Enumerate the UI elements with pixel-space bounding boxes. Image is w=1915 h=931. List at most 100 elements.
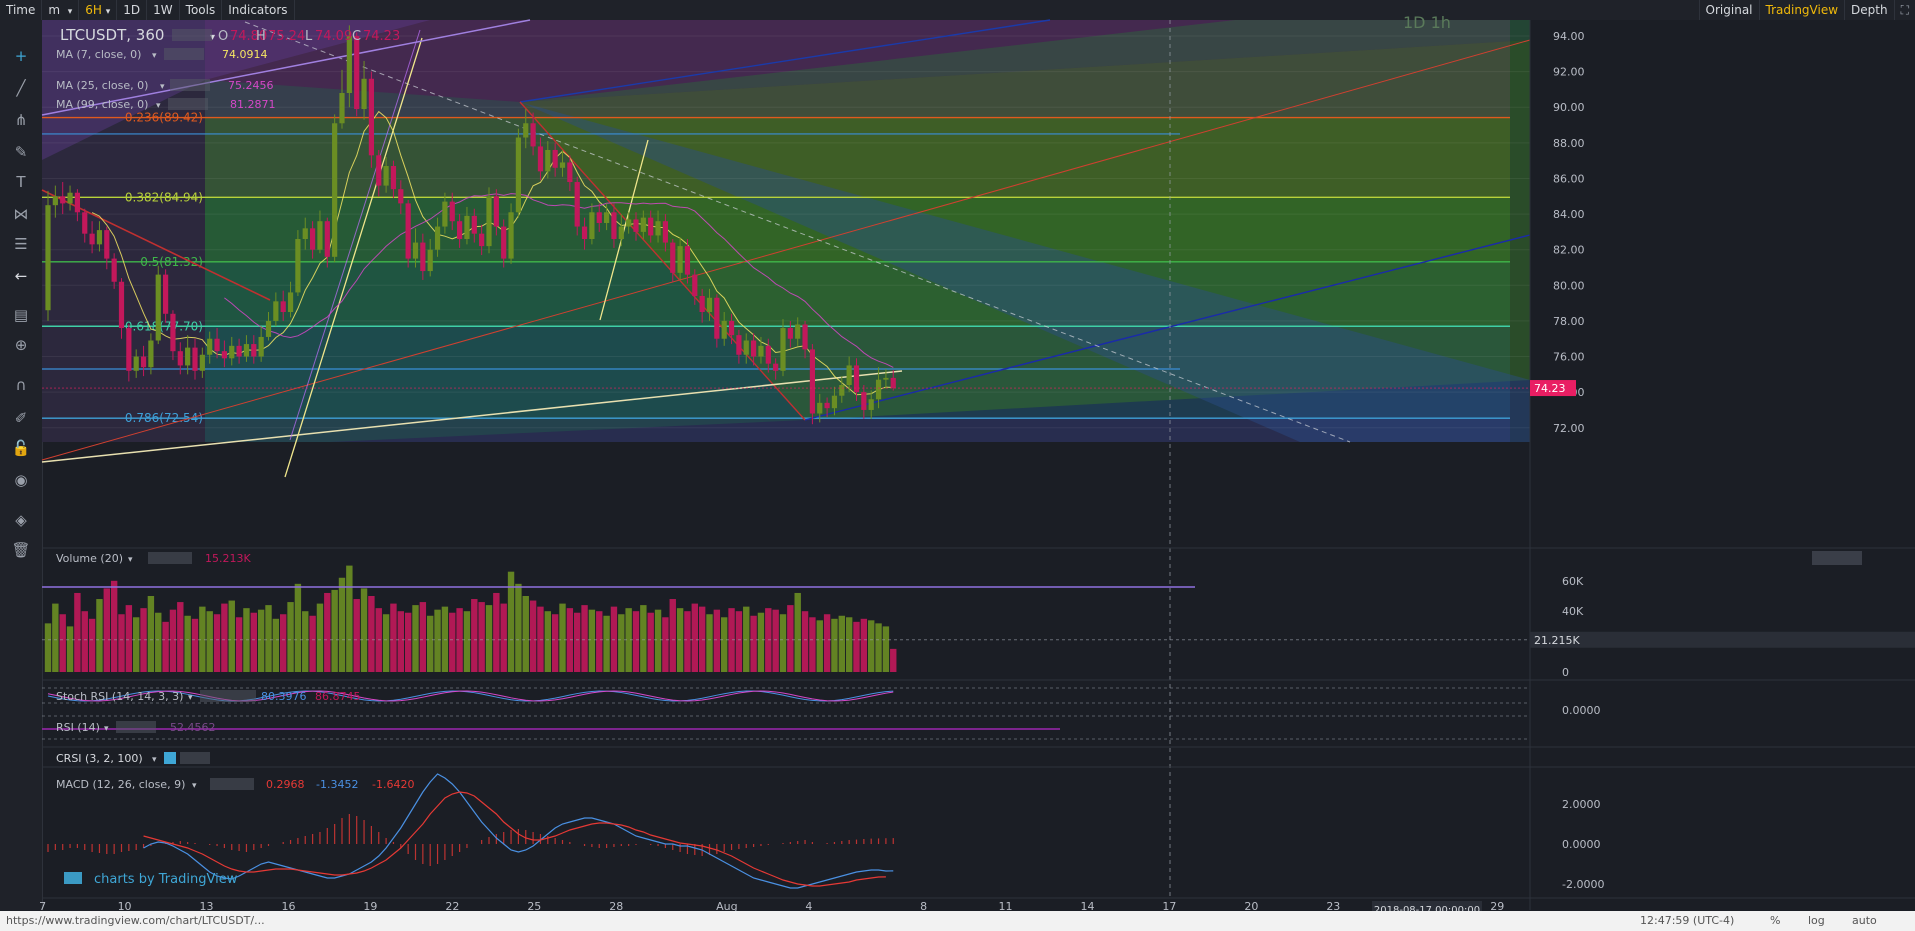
rsi-legend: RSI (14) xyxy=(56,721,100,734)
volume-bar xyxy=(191,618,199,672)
zoom-percent-button[interactable]: % xyxy=(1770,914,1781,927)
legend-controls xyxy=(168,98,208,110)
time-button[interactable]: Time xyxy=(0,0,43,20)
fib-icon[interactable]: ☰ xyxy=(14,235,28,253)
x-tick-label: 28 xyxy=(609,900,623,913)
trend-line-icon[interactable]: ╱ xyxy=(16,79,26,97)
layers-icon[interactable]: ◈ xyxy=(15,511,27,529)
support-line xyxy=(41,370,903,463)
stoch-d-line xyxy=(47,690,894,702)
back-arrow-icon[interactable]: ← xyxy=(14,267,28,285)
candle-body xyxy=(464,215,470,240)
volume-bar xyxy=(221,603,228,672)
candle-body xyxy=(589,212,595,240)
price-tick-label: 84.00 xyxy=(1553,208,1585,221)
legend-controls xyxy=(210,778,254,790)
crosshair-icon[interactable]: + xyxy=(14,47,28,65)
chevron-down-icon: ▾ xyxy=(152,755,157,765)
candle-body xyxy=(530,123,536,147)
price-tick-label: 90.00 xyxy=(1553,101,1585,114)
pattern-icon[interactable]: ⋈ xyxy=(13,205,29,223)
chevron-down-icon: ▾ xyxy=(156,101,161,111)
stoch-k-value: 80.3976 xyxy=(261,690,307,703)
dashed-trend-line xyxy=(244,21,1351,443)
view-original-tab[interactable]: Original xyxy=(1698,0,1759,20)
fib-zone-band xyxy=(205,418,1510,442)
candle-body xyxy=(471,215,477,234)
volume-bar xyxy=(265,605,272,672)
log-scale-button[interactable]: log xyxy=(1808,914,1825,927)
volume-bar xyxy=(118,614,125,672)
auto-scale-button[interactable]: auto xyxy=(1852,914,1877,927)
indicators-button[interactable]: Indicators xyxy=(222,0,295,20)
legend-controls xyxy=(170,79,210,91)
volume-bar xyxy=(81,611,88,672)
measure-icon[interactable]: ▤ xyxy=(13,306,29,324)
rsi-value: 52.4562 xyxy=(170,721,216,734)
candle-body xyxy=(655,221,661,236)
macd-tick-label: -2.0000 xyxy=(1562,878,1604,891)
x-tick-label: 20 xyxy=(1244,900,1258,913)
lock-pencil-icon[interactable]: ✐ xyxy=(14,409,28,427)
volume-bar xyxy=(419,602,427,672)
interval-1d-button[interactable]: 1D xyxy=(117,0,148,20)
candle-body xyxy=(552,149,558,168)
candle-body xyxy=(185,347,191,366)
fullscreen-icon[interactable]: ⛶ xyxy=(1893,0,1915,20)
candle-body xyxy=(258,336,264,357)
candle-body xyxy=(45,205,51,311)
candle-body xyxy=(457,221,463,240)
candle-body xyxy=(736,335,742,355)
candle-body xyxy=(280,301,286,313)
last-price-badge xyxy=(1530,380,1576,397)
signal-line xyxy=(143,791,886,887)
volume-bar xyxy=(801,611,809,672)
view-switcher: Original TradingView Depth ⛶ xyxy=(1698,0,1915,20)
pitchfork-icon[interactable]: ⋔ xyxy=(14,111,28,129)
stoch-tick-label: 0.0000 xyxy=(1562,704,1601,717)
brush-icon[interactable]: ✎ xyxy=(14,143,28,161)
candle-body xyxy=(545,149,551,172)
volume-bar xyxy=(485,605,493,672)
price-tick-label: 88.00 xyxy=(1553,137,1585,150)
candle-body xyxy=(618,226,624,240)
pitchfork-upper xyxy=(519,19,1051,103)
volume-bar xyxy=(250,612,257,672)
candle-body xyxy=(317,221,323,250)
interval-minute-dropdown[interactable]: m ▾ xyxy=(42,0,80,20)
lock-icon[interactable]: 🔓 xyxy=(11,439,31,457)
tools-button[interactable]: Tools xyxy=(180,0,223,20)
volume-last-badge xyxy=(1530,631,1915,648)
volume-bar xyxy=(74,592,81,672)
candle-body xyxy=(751,340,757,357)
volume-bar xyxy=(155,612,162,672)
chevron-down-icon: ▾ xyxy=(210,32,215,43)
volume-bar xyxy=(882,626,890,672)
text-icon[interactable]: T xyxy=(16,173,26,191)
candle-body xyxy=(787,328,793,339)
volume-bar xyxy=(875,623,882,672)
trash-icon[interactable]: 🗑 xyxy=(11,541,31,559)
candle-body xyxy=(765,345,771,364)
candle-body xyxy=(434,226,441,250)
volume-bar xyxy=(809,617,816,672)
price-axis-bg xyxy=(1530,20,1915,442)
x-tick-label: 23 xyxy=(1326,900,1340,913)
candle-body xyxy=(398,189,404,204)
interval-1w-button[interactable]: 1W xyxy=(147,0,180,20)
view-depth-tab[interactable]: Depth xyxy=(1844,0,1894,20)
magnet-icon[interactable]: ∩ xyxy=(15,376,27,394)
volume-bar xyxy=(353,599,360,672)
interval-6h-dropdown[interactable]: 6H ▾ xyxy=(79,0,118,20)
candle-body xyxy=(207,338,213,355)
volume-bar xyxy=(691,603,698,672)
volume-bar xyxy=(235,617,243,672)
eye-icon[interactable]: ◉ xyxy=(14,471,28,489)
view-tradingview-tab[interactable]: TradingView xyxy=(1758,0,1845,20)
candle-body xyxy=(633,219,639,232)
zoom-icon[interactable]: ⊕ xyxy=(14,336,28,354)
x-tick-label: 25 xyxy=(527,900,541,913)
chevron-down-icon: ▾ xyxy=(152,51,157,61)
fib-level-label: 0.786(72.54) xyxy=(125,411,203,425)
